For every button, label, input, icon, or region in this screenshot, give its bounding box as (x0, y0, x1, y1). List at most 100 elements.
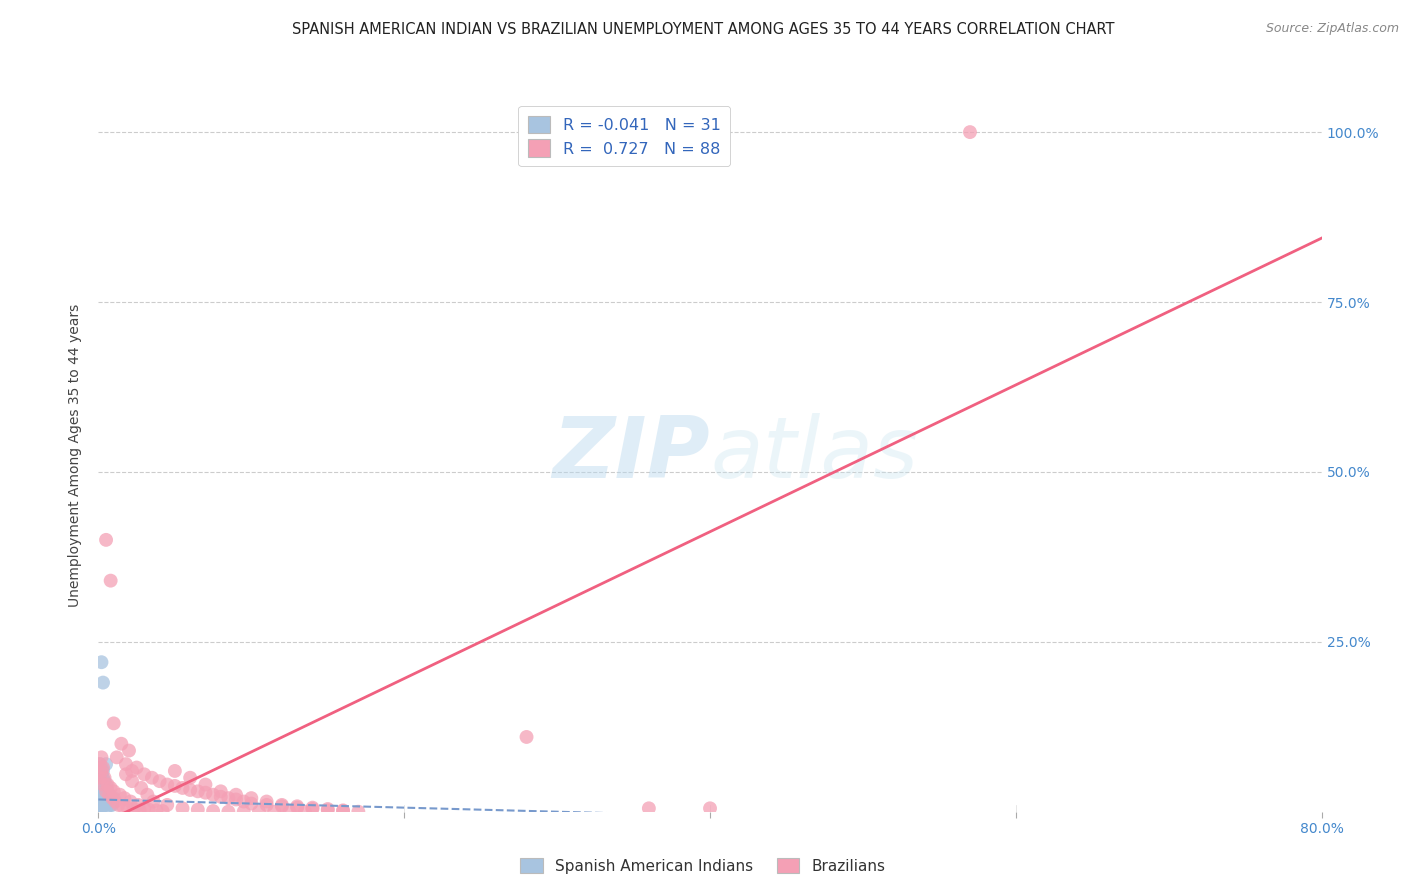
Point (129, 780, 152, 795)
Point (97, 784, 120, 798)
Point (97, 791, 120, 805)
Point (89, 767, 111, 781)
Point (217, 791, 239, 805)
Point (217, 805, 239, 819)
Point (301, 802, 323, 816)
Point (194, 786, 217, 800)
Point (156, 778, 179, 792)
Point (285, 799, 308, 814)
Point (91, 778, 114, 792)
Point (90, 801, 112, 815)
Point (163, 764, 186, 778)
Point (232, 805, 254, 819)
Point (959, 125, 981, 139)
Point (332, 804, 354, 818)
Point (90, 750, 112, 764)
Point (179, 783, 201, 797)
Point (136, 788, 159, 802)
Point (100, 797, 122, 812)
Legend: R = -0.041   N = 31, R =  0.727   N = 88: R = -0.041 N = 31, R = 0.727 N = 88 (519, 106, 731, 167)
Point (90, 760, 112, 774)
Point (122, 802, 145, 816)
Point (172, 801, 194, 815)
Point (128, 803, 150, 817)
Point (94, 778, 117, 792)
Point (118, 743, 141, 757)
Text: Source: ZipAtlas.com: Source: ZipAtlas.com (1265, 22, 1399, 36)
Point (637, 801, 661, 815)
Point (91, 760, 114, 774)
Point (316, 802, 339, 816)
Point (91, 675, 114, 690)
Point (103, 716, 125, 731)
Point (121, 774, 143, 789)
Point (94, 801, 117, 815)
Text: ZIP: ZIP (553, 413, 710, 497)
Point (103, 791, 125, 805)
Point (107, 797, 129, 812)
Point (294, 805, 316, 819)
Text: atlas: atlas (710, 413, 918, 497)
Point (115, 767, 138, 781)
Point (89, 780, 111, 795)
Point (90, 655, 112, 669)
Legend: Spanish American Indians, Brazilians: Spanish American Indians, Brazilians (515, 852, 891, 880)
Point (194, 778, 217, 792)
Point (240, 797, 263, 811)
Point (94, 795, 117, 809)
Point (270, 799, 292, 814)
Point (111, 799, 134, 814)
Point (134, 801, 156, 815)
Point (93, 771, 115, 785)
Point (101, 791, 124, 805)
Point (104, 795, 127, 809)
Point (285, 800, 308, 814)
Point (91, 784, 114, 798)
Point (103, 784, 125, 798)
Point (121, 764, 143, 778)
Point (301, 800, 323, 814)
Point (172, 780, 194, 795)
Point (152, 804, 174, 818)
Point (117, 800, 139, 814)
Point (89, 757, 111, 772)
Point (112, 791, 135, 805)
Point (699, 801, 721, 815)
Point (232, 795, 254, 809)
Y-axis label: Unemployment Among Ages 35 to 44 years: Unemployment Among Ages 35 to 44 years (69, 303, 83, 607)
Point (187, 803, 209, 817)
Point (91, 795, 114, 809)
Point (90, 764, 112, 778)
Point (209, 789, 232, 804)
Point (516, 730, 538, 744)
Point (134, 767, 156, 781)
Point (94, 784, 117, 798)
Point (98, 788, 121, 802)
Point (90, 791, 112, 805)
Point (89, 801, 111, 815)
Point (347, 805, 370, 819)
Point (89, 757, 111, 772)
Point (87, 797, 110, 812)
Point (149, 774, 172, 789)
Point (120, 795, 142, 809)
Point (100, 574, 122, 588)
Point (138, 803, 160, 817)
Point (97, 778, 120, 792)
Point (93, 797, 115, 812)
Point (270, 797, 292, 812)
Point (93, 774, 115, 789)
Point (256, 795, 278, 809)
Point (278, 805, 301, 819)
Point (316, 803, 339, 817)
Point (179, 771, 201, 785)
Point (93, 788, 115, 802)
Point (263, 805, 285, 819)
Point (247, 805, 270, 819)
Point (240, 791, 263, 805)
Point (202, 804, 225, 818)
Point (94, 533, 117, 547)
Point (108, 788, 131, 802)
Point (94, 757, 117, 772)
Point (91, 764, 114, 778)
